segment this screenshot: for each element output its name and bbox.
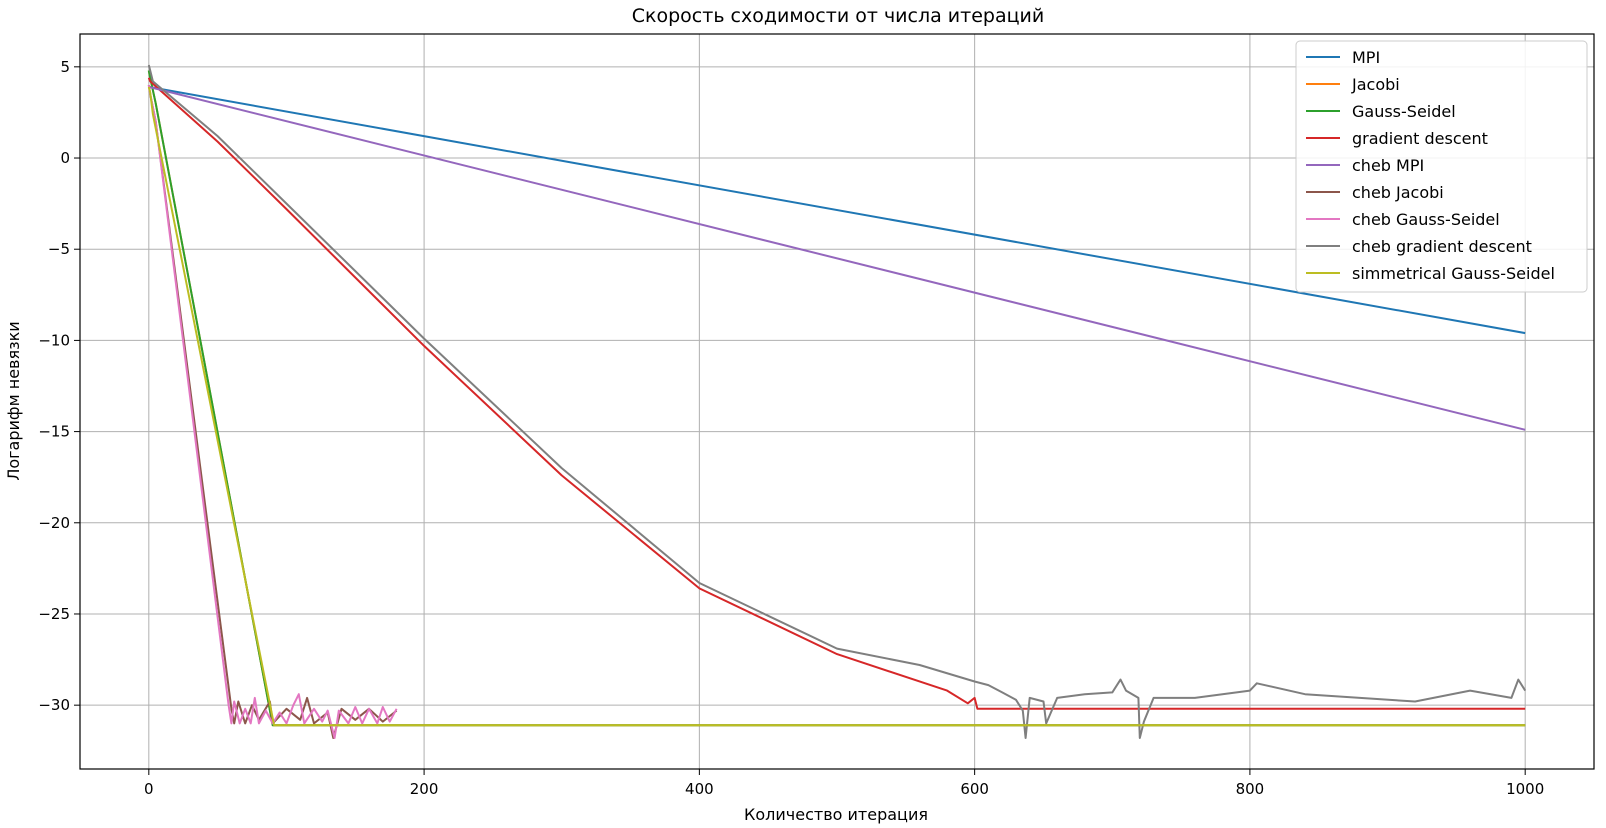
legend: MPI Jacobi Gauss-Seidel gradient descent che… [1295, 40, 1588, 293]
x-tick-label: 0 [144, 780, 154, 798]
legend-label: cheb Jacobi [1352, 183, 1444, 202]
series-group [147, 64, 1527, 739]
x-tick-label: 800 [1236, 780, 1265, 798]
y-tick-label: −15 [38, 423, 70, 441]
chart-title: Скорость сходимости от числа итераций [632, 5, 1044, 27]
x-axis-title: Количество итерация [744, 805, 928, 824]
series-line-cheb-gradient-descent [147, 64, 1527, 739]
legend-label: Gauss-Seidel [1352, 102, 1456, 121]
series-line-gradient-descent [147, 77, 1526, 710]
plot-frame [79, 33, 1595, 770]
series-line-cheb-gauss-seidel [147, 84, 398, 739]
y-tick-label: −25 [38, 605, 70, 623]
ticks: 0 200 400 600 800 1000 5 0 −5 −10 −15 −20 −25 −30 [38, 58, 1544, 798]
x-tick-label: 200 [410, 780, 439, 798]
x-tick-label: 1000 [1506, 780, 1544, 798]
y-tick-label: −30 [38, 696, 70, 714]
legend-box [1295, 40, 1588, 293]
x-tick-label: 400 [685, 780, 714, 798]
y-tick-label: −20 [38, 514, 70, 532]
y-tick-label: 0 [60, 149, 70, 167]
series-line-cheb-mpi [148, 85, 1526, 431]
legend-label: gradient descent [1352, 129, 1488, 148]
x-tick-label: 600 [960, 780, 989, 798]
series-line-mpi [148, 85, 1526, 335]
legend-label: Jacobi [1351, 75, 1400, 94]
y-tick-label: 5 [60, 58, 70, 76]
series-line-simmetrical-gauss-seidel [147, 86, 1526, 727]
y-axis-title: Логарифм невязки [4, 321, 23, 480]
legend-label: simmetrical Gauss-Seidel [1352, 264, 1555, 283]
y-tick-label: −5 [48, 240, 70, 258]
y-tick-label: −10 [38, 331, 70, 349]
legend-label: cheb Gauss-Seidel [1352, 210, 1500, 229]
legend-label: cheb gradient descent [1352, 237, 1532, 256]
legend-label: cheb MPI [1352, 156, 1424, 175]
legend-label: MPI [1352, 48, 1380, 67]
